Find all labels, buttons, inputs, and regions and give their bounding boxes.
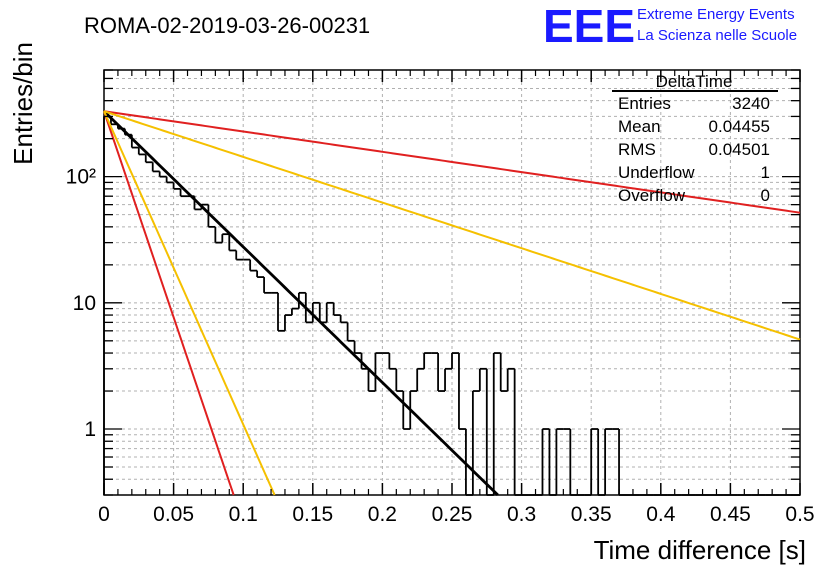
stats-row-label: Overflow: [618, 186, 686, 205]
series-line: [103, 110, 801, 214]
logo-letters: EEE: [543, 0, 635, 52]
plot-title: ROMA-02-2019-03-26-00231: [84, 13, 370, 38]
x-axis-title: Time difference [s]: [594, 535, 806, 565]
stats-row-value: 3240: [732, 94, 770, 113]
x-tick-label: 0.5: [785, 503, 814, 526]
histogram: [103, 115, 800, 496]
series-line: [103, 110, 499, 497]
x-tick-label: 0.1: [229, 503, 258, 526]
x-tick-label: 0.2: [368, 503, 397, 526]
x-tick-label: 0.4: [646, 503, 676, 526]
y-tick-label: 10: [73, 292, 96, 315]
series-line: [103, 110, 235, 496]
y-axis-title: Entries/bin: [8, 42, 38, 165]
stats-box: DeltaTime Entries 3240 Mean 0.04455 RMS 0.045…: [612, 72, 778, 205]
logo: EEE Extreme Energy Events La Scienza nel…: [543, 0, 797, 52]
y-tick-label: 1: [84, 418, 96, 441]
logo-line-1: Extreme Energy Events: [637, 6, 795, 23]
stats-row-label: Entries: [618, 94, 671, 113]
grid: [104, 69, 800, 496]
series-line: [103, 110, 276, 496]
stats-name: DeltaTime: [656, 72, 733, 91]
x-tick-label: 0.45: [710, 503, 751, 526]
series-line: [103, 110, 801, 341]
stats-row-value: 0.04455: [709, 117, 770, 136]
stats-row-value: 1: [761, 163, 770, 182]
axis-ticks: 0 0.05 0.1 0.15 0.2 0.25 0.3 0.35 0.4 0.45 0.51101…: [66, 69, 815, 526]
x-tick-label: 0.3: [507, 503, 536, 526]
stats-row-label: Underflow: [618, 163, 695, 182]
x-tick-label: 0.25: [432, 503, 473, 526]
logo-line-2: La Scienza nelle Scuole: [637, 27, 797, 44]
stats-row-label: Mean: [618, 117, 661, 136]
fit-lines: [103, 110, 801, 497]
stats-row-label: RMS: [618, 140, 656, 159]
stats-row-value: 0.04501: [709, 140, 770, 159]
x-tick-label: 0.35: [571, 503, 612, 526]
x-tick-label: 0.15: [292, 503, 333, 526]
y-tick-label: 10²: [66, 166, 96, 189]
x-tick-label: 0: [98, 503, 110, 526]
x-tick-label: 0.05: [153, 503, 194, 526]
stats-row-value: 0: [761, 186, 770, 205]
